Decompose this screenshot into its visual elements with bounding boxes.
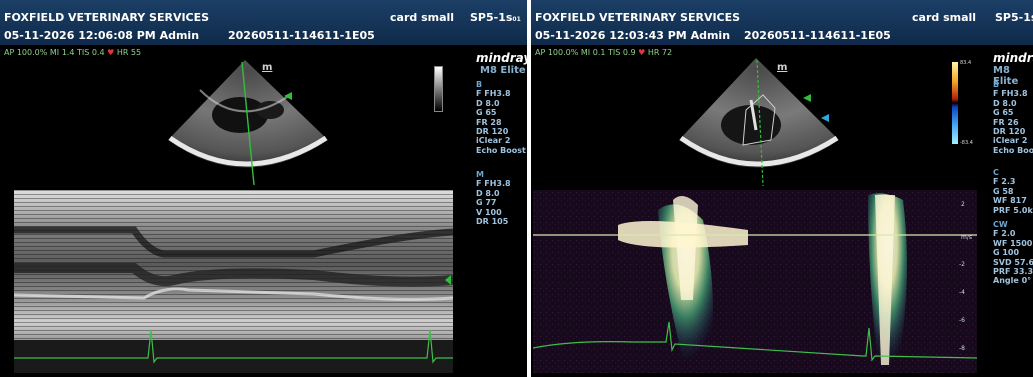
right-acq-values: AP 100.0% MI 0.1 TIS 0.9: [535, 48, 636, 57]
right-brand-logo: mindray: [993, 51, 1033, 65]
cw-param: WF 1500: [993, 238, 1033, 248]
right-image-panel: FOXFIELD VETERINARY SERVICES card small …: [531, 0, 1033, 377]
left-probe-suffix: 01: [512, 16, 521, 23]
color-scale-bottom: -83.4: [960, 140, 973, 146]
left-acq-values: AP 100.0% MI 1.4 TIS 0.4: [4, 48, 105, 57]
c-param-title: C: [993, 168, 999, 177]
cw-doppler-strip: 2 m/s -2 -4 -6 -8: [533, 190, 977, 373]
left-preset-label: card small: [390, 11, 455, 24]
b-param: iClear 2: [476, 136, 511, 146]
m-mode-strip: [14, 190, 453, 373]
left-datetime: 05-11-2026 12:06:08 PM Admin: [4, 29, 200, 42]
right-preset-label: card small: [912, 11, 977, 24]
b-param: D 8.0: [476, 98, 500, 108]
color-scale-top: 83.4: [960, 60, 972, 66]
c-param: F 2.3: [993, 177, 1016, 187]
cw-param: Angle 0°: [993, 276, 1032, 286]
right-heart-rate: HR 72: [647, 48, 673, 57]
b-param: G 65: [993, 108, 1014, 118]
right-sector-image: m: [679, 58, 839, 187]
b-param: F FH3.8: [993, 89, 1028, 99]
left-study-id: 20260511-114611-1E05: [228, 29, 375, 42]
velocity-tick: -4: [959, 289, 965, 296]
b-param: FR 28: [476, 117, 502, 127]
b-param: Echo Boost: [993, 145, 1033, 155]
right-datetime: 05-11-2026 12:03:43 PM Admin: [535, 29, 731, 42]
right-model-label: M8 Elite: [993, 65, 1019, 87]
right-clinic-name: FOXFIELD VETERINARY SERVICES: [535, 11, 741, 24]
c-param: PRF 5.0k: [993, 205, 1033, 215]
left-heart-rate: HR 55: [116, 48, 142, 57]
cw-param: F 2.0: [993, 229, 1016, 239]
b-param: DR 120: [993, 127, 1026, 137]
heart-icon: ♥: [638, 48, 646, 57]
b-param-title: B: [993, 80, 1000, 89]
cw-param-title: CW: [993, 220, 1008, 229]
right-cursor-label: m: [777, 62, 787, 73]
left-cursor-label: m: [262, 62, 272, 73]
velocity-unit: m/s: [961, 234, 972, 241]
panel-divider: [527, 0, 531, 377]
left-m-params: M F FH3.8 D 8.0 G 77 V 100 DR 105: [476, 170, 511, 226]
b-param: F FH3.8: [476, 89, 511, 99]
c-param: G 58: [993, 186, 1014, 196]
m-param: D 8.0: [476, 188, 500, 198]
color-scale-bar: [952, 62, 958, 144]
b-param: DR 120: [476, 127, 509, 137]
left-probe-name: SP5-1s: [470, 11, 513, 24]
m-mode-trace: [14, 190, 453, 373]
left-b-params: B F FH3.8 D 8.0 G 65 FR 28 DR 120 iClear…: [476, 80, 526, 155]
cw-param: SVD 57.6: [993, 257, 1033, 267]
left-image-panel: FOXFIELD VETERINARY SERVICES card small …: [0, 0, 527, 373]
b-param-title: B: [476, 80, 483, 89]
b-param: Echo Boost: [476, 145, 526, 155]
heart-icon: ♥: [107, 48, 115, 57]
right-c-params: C F 2.3 G 58 WF 817 PRF 5.0k: [993, 168, 1033, 215]
right-acquisition-info: AP 100.0% MI 0.1 TIS 0.9 ♥ HR 72: [535, 48, 672, 57]
right-study-id: 20260511-114611-1E05: [744, 29, 891, 42]
cw-param: G 100: [993, 248, 1020, 258]
right-probe-label: SP5-1s: [995, 11, 1033, 24]
left-header-bar: [0, 0, 527, 45]
left-model-label: M8 Elite: [480, 65, 526, 76]
velocity-tick: -6: [959, 317, 965, 324]
left-clinic-name: FOXFIELD VETERINARY SERVICES: [4, 11, 210, 24]
left-grayscale-bar: [434, 66, 443, 112]
m-param: V 100: [476, 207, 502, 217]
right-cw-params: CW F 2.0 WF 1500 G 100 SVD 57.6 PRF 33.3…: [993, 220, 1033, 286]
b-param: G 65: [476, 108, 497, 118]
m-param: G 77: [476, 198, 497, 208]
cw-doppler-spectrum: 2 m/s -2 -4 -6 -8: [533, 190, 977, 373]
cw-param: PRF 33.3k: [993, 267, 1033, 277]
right-header-bar: [531, 0, 1033, 45]
m-param: F FH3.8: [476, 179, 511, 189]
velocity-tick: 2: [961, 201, 965, 208]
left-acquisition-info: AP 100.0% MI 1.4 TIS 0.4 ♥ HR 55: [4, 48, 141, 57]
velocity-tick: -2: [959, 261, 965, 268]
left-probe-label: SP5-1s01: [470, 11, 521, 24]
left-sector-image: m: [168, 60, 328, 186]
right-b-params: B F FH3.8 D 8.0 G 65 FR 26 DR 120 iClear…: [993, 80, 1033, 155]
m-param: DR 105: [476, 217, 509, 227]
m-param-title: M: [476, 170, 484, 179]
b-param: FR 26: [993, 117, 1019, 127]
c-param: WF 817: [993, 196, 1027, 206]
b-param: iClear 2: [993, 136, 1028, 146]
velocity-tick: -8: [959, 345, 965, 352]
left-brand-logo: mindray: [476, 51, 527, 65]
b-param: D 8.0: [993, 98, 1017, 108]
